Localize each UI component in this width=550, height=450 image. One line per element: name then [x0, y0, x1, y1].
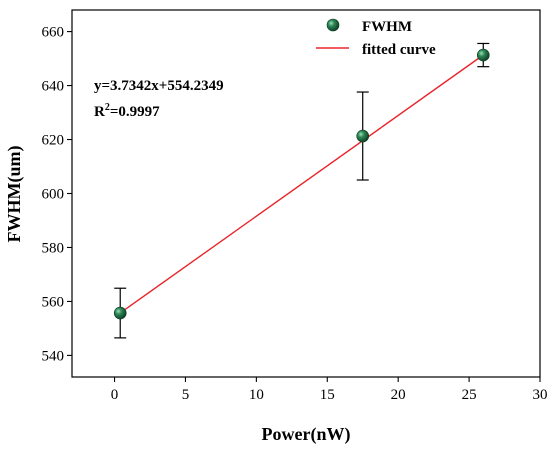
fitted-curve-line: [119, 54, 484, 314]
x-axis-title: Power(nW): [262, 424, 351, 445]
point-marker-0: [113, 306, 127, 320]
data-points-layer: [113, 42, 490, 339]
x-tick-label-0: 0: [111, 387, 119, 403]
y-tick-label-6: 660: [42, 25, 65, 41]
point-marker-1: [356, 129, 370, 143]
x-tick-label-4: 20: [391, 387, 406, 403]
data-point-1: [356, 91, 370, 181]
y-tick-label-5: 640: [42, 79, 65, 95]
x-tick-label-6: 30: [533, 387, 548, 403]
y-tick-label-3: 600: [42, 187, 65, 203]
data-point-0: [113, 287, 127, 339]
fitted-curve-layer: [119, 54, 484, 314]
legend: FWHM fitted curve: [316, 18, 436, 58]
data-point-2: [476, 42, 490, 68]
legend-label-fit: fitted curve: [362, 42, 436, 58]
y-tick-label-1: 560: [42, 294, 65, 310]
x-tick-label-3: 15: [320, 387, 335, 403]
equation-text: y=3.7342x+554.2349: [94, 78, 224, 94]
point-marker-2: [476, 48, 490, 62]
r-squared-superscript: 2: [105, 102, 110, 113]
y-tick-label-0: 540: [42, 348, 65, 364]
x-axis-ticks: 0 5 10 15 20 25 30: [111, 377, 548, 403]
x-tick-label-2: 10: [249, 387, 264, 403]
r-squared-base: R: [94, 104, 105, 120]
y-axis-ticks: 540 560 580 600 620 640 660: [42, 25, 72, 364]
r-squared-text: R2=0.9997: [94, 102, 160, 120]
y-axis-title: FWHM(um): [4, 146, 25, 243]
x-tick-label-1: 5: [182, 387, 190, 403]
y-tick-label-2: 580: [42, 240, 65, 256]
y-tick-label-4: 620: [42, 133, 65, 149]
equation-annotation: y=3.7342x+554.2349 R2=0.9997: [94, 78, 224, 120]
x-tick-label-5: 25: [462, 387, 477, 403]
legend-label-fwhm: FWHM: [362, 19, 412, 35]
legend-marker-fwhm: [326, 18, 340, 32]
r-squared-value: =0.9997: [110, 104, 160, 120]
